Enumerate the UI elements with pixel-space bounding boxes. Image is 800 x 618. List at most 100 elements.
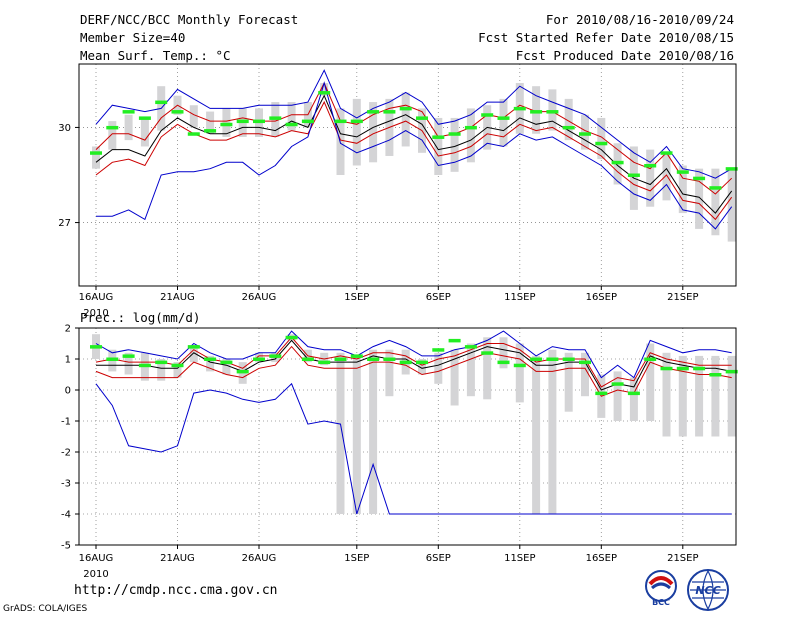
ensemble-marker [301,119,314,124]
ensemble-marker [513,106,526,111]
ensemble-marker [122,110,135,114]
ensemble-spread-box [646,149,655,207]
ensemble-marker [432,135,445,139]
x-year-label: 2010 [83,569,108,580]
ensemble-marker [627,173,640,177]
ensemble-marker [334,357,347,361]
series-line-mean [95,94,733,214]
ensemble-spread-box [581,114,589,150]
ensemble-spread-box [434,352,443,384]
ensemble-spread-box [678,165,687,214]
variable-label: Mean Surf. Temp.: °C [80,48,231,63]
ensemble-spread-box [695,168,704,229]
source-url[interactable]: http://cmdp.ncc.cma.gov.cn [74,583,278,598]
ensemble-marker [725,167,738,171]
y-tick-label: 2 [65,324,71,335]
ensemble-spread-box [532,86,541,134]
ensemble-marker [432,348,445,352]
ensemble-spread-box [727,355,736,437]
ensemble-spread-box [695,355,704,437]
x-tick-label: 1SEP [344,553,369,564]
forecast-produced-date: Fcst Produced Date 2010/08/16 [515,48,734,63]
x-tick-label: 6SEP [426,553,451,564]
y-tick-label: -3 [61,479,71,490]
ensemble-spread-box [483,337,492,400]
ensemble-spread-box [450,117,459,172]
software-credit: GrADS: COLA/IGES [3,604,88,614]
x-tick-label: 6SEP [426,292,451,303]
chart-title: DERF/NCC/BCC Monthly Forecast [80,12,299,27]
ensemble-spread-box [92,146,100,169]
ensemble-marker [236,369,249,374]
ncc-logo-text: NCC [695,584,720,597]
y-tick-label: -4 [61,510,71,521]
ensemble-spread-box [189,346,198,363]
x-year-label: 2010 [83,308,108,319]
ensemble-spread-box [450,349,459,406]
ensemble-marker [187,132,200,136]
ensemble-spread-box [564,352,573,412]
ensemble-spread-box [206,355,215,372]
ensemble-marker [693,366,706,371]
ensemble-spread-box [369,349,378,514]
ensemble-spread-box [613,371,622,421]
forecast-start-date: Fcst Started Refer Date 2010/08/15 [478,30,734,45]
ensemble-marker [318,91,331,95]
ensemble-marker [106,357,119,361]
ensemble-spread-box [173,362,182,378]
ensemble-marker [138,116,151,120]
ensemble-marker [416,360,428,365]
ensemble-marker [416,116,428,120]
bcc-logo: BCC [645,570,677,607]
series-line-upper [95,81,733,195]
ensemble-spread-box [124,352,133,375]
ensemble-marker [595,391,608,396]
ensemble-spread-box [629,377,638,421]
chart-panel-1: 27 30 16AUG 21AUG 26AUG 1SEP 6SEP 11SEP 16SEP 21S… [58,63,738,319]
x-tick-label: 16SEP [586,292,617,303]
x-tick-label: 11SEP [504,292,535,303]
ensemble-marker [301,357,314,361]
ensemble-spread-box [662,352,671,437]
y-tick-label: -2 [61,448,71,459]
precip-panel-title: Prec.: log(mm/d) [80,310,200,325]
ensemble-marker [546,357,559,361]
member-size: Member Size=40 [80,30,186,45]
series-line-max [95,330,732,379]
ensemble-spread-box [140,117,149,147]
x-tick-label: 21SEP [667,292,698,303]
ensemble-marker [448,132,461,136]
ensemble-marker [481,113,494,117]
ensemble-spread-box [646,343,655,421]
ensemble-marker [497,360,510,365]
ensemble-marker [155,100,168,105]
ensemble-marker [611,160,624,165]
ensemble-spread-box [515,343,524,403]
ensemble-spread-box [222,359,231,375]
ensemble-marker [236,119,249,124]
ensemble-spread-box [352,98,361,166]
ensemble-spread-box [222,108,231,137]
ensemble-spread-box [564,98,573,141]
plot-frame [78,63,737,287]
ensemble-marker [285,122,298,127]
x-tick-label: 16SEP [586,553,617,564]
ensemble-spread-box [466,343,475,397]
ensemble-spread-box [499,337,508,369]
ensemble-spread-box [581,352,589,397]
ensemble-spread-box [466,108,475,163]
ensemble-spread-box [320,83,329,96]
ensemble-marker [220,360,233,365]
ensemble-spread-box [287,102,296,131]
ensemble-marker [562,357,575,361]
ensemble-marker [595,141,608,146]
ensemble-marker [285,335,298,340]
ensemble-marker [660,366,673,371]
ensemble-marker [676,366,689,371]
ensemble-marker [546,110,559,114]
ensemble-spread-box [548,349,557,514]
y-tick-label: 30 [58,123,71,134]
series-line-lower [95,100,733,221]
x-tick-label: 21AUG [160,553,195,564]
